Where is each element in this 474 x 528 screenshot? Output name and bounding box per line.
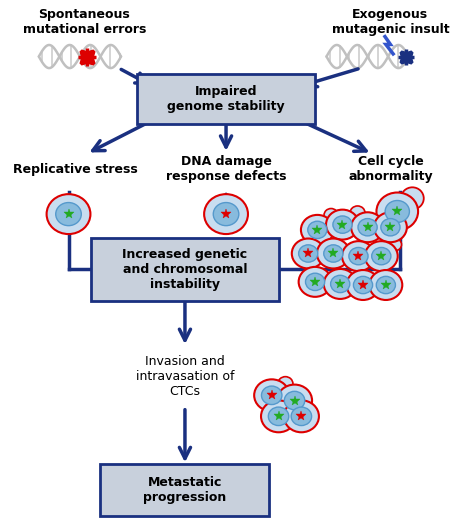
Ellipse shape: [398, 210, 412, 223]
Ellipse shape: [374, 212, 407, 242]
Ellipse shape: [278, 376, 293, 391]
Ellipse shape: [268, 407, 289, 426]
Text: Exogenous
mutagenic insult: Exogenous mutagenic insult: [332, 8, 449, 36]
Ellipse shape: [213, 203, 239, 225]
Ellipse shape: [299, 267, 331, 297]
FancyBboxPatch shape: [91, 238, 279, 301]
Ellipse shape: [389, 239, 401, 251]
Ellipse shape: [262, 386, 282, 404]
Ellipse shape: [365, 241, 398, 271]
Ellipse shape: [350, 206, 365, 220]
Text: Spontaneous
mutational errors: Spontaneous mutational errors: [23, 8, 146, 36]
Ellipse shape: [324, 269, 356, 299]
Ellipse shape: [354, 276, 373, 294]
Ellipse shape: [204, 194, 248, 234]
Text: Metastatic
progression: Metastatic progression: [143, 476, 227, 504]
Ellipse shape: [291, 407, 311, 426]
Ellipse shape: [308, 221, 327, 239]
Ellipse shape: [401, 187, 424, 210]
Ellipse shape: [330, 275, 350, 293]
Ellipse shape: [284, 391, 305, 410]
Text: DNA damage
response defects: DNA damage response defects: [166, 155, 286, 183]
Ellipse shape: [299, 245, 318, 262]
Ellipse shape: [46, 194, 91, 234]
Ellipse shape: [349, 248, 368, 265]
Ellipse shape: [324, 209, 338, 222]
Ellipse shape: [306, 273, 325, 290]
Text: Replicative stress: Replicative stress: [13, 163, 138, 176]
Text: Cell cycle
abnormality: Cell cycle abnormality: [348, 155, 433, 183]
Ellipse shape: [317, 239, 350, 268]
Ellipse shape: [292, 239, 325, 268]
Ellipse shape: [342, 241, 375, 271]
Text: Impaired
genome stability: Impaired genome stability: [167, 84, 285, 112]
Ellipse shape: [385, 201, 410, 222]
Ellipse shape: [277, 384, 312, 417]
FancyBboxPatch shape: [137, 73, 315, 124]
Ellipse shape: [351, 212, 384, 242]
Ellipse shape: [346, 270, 380, 300]
Ellipse shape: [326, 210, 359, 240]
Ellipse shape: [261, 400, 296, 432]
Ellipse shape: [301, 215, 334, 245]
Ellipse shape: [56, 203, 82, 225]
Ellipse shape: [358, 219, 377, 236]
Ellipse shape: [376, 193, 418, 230]
Text: Increased genetic
and chromosomal
instability: Increased genetic and chromosomal instab…: [122, 248, 247, 291]
Ellipse shape: [254, 379, 289, 411]
Ellipse shape: [369, 270, 402, 300]
Text: Invasion and
intravasation of
CTCs: Invasion and intravasation of CTCs: [136, 355, 234, 399]
Ellipse shape: [284, 400, 319, 432]
Ellipse shape: [381, 219, 400, 236]
Ellipse shape: [324, 245, 343, 262]
Ellipse shape: [376, 276, 395, 294]
Ellipse shape: [333, 216, 352, 233]
FancyBboxPatch shape: [100, 464, 269, 516]
Ellipse shape: [372, 248, 391, 265]
